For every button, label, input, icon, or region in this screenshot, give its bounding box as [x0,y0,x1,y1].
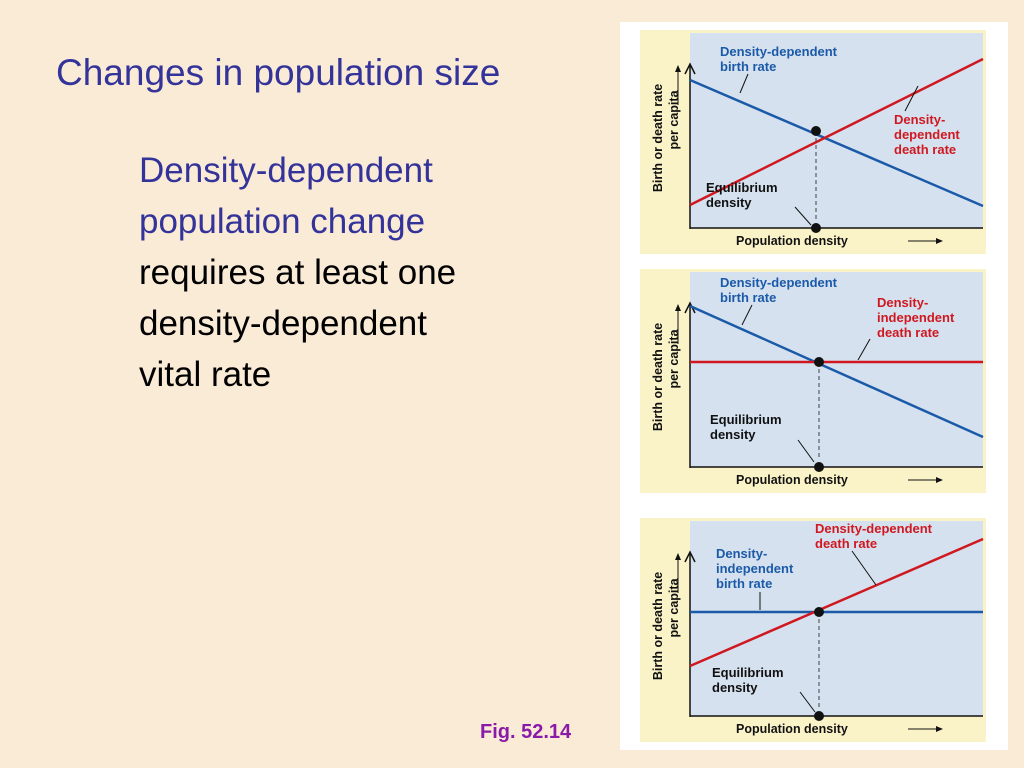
equilibrium-label-leader [797,439,815,463]
body-line: Density-dependent [139,151,433,190]
birth-rate-label: birth rate [720,290,776,305]
birth-label-leader [739,73,749,94]
birth-rate-label: Density-dependent [720,275,838,290]
x-label-arrow-head [936,238,943,244]
death-rate-label: Density-dependent [815,521,933,536]
y-label-arrow-head [675,304,681,311]
y-label-arrow-head [675,65,681,72]
graph-2-svg: Birth or death rate per capita Populatio… [640,269,986,493]
body-line: population change [139,202,426,241]
x-axis-label: Population density [736,473,848,487]
birth-rate-label: independent [716,561,794,576]
equilibrium-axis-marker [814,462,824,472]
equilibrium-label: Equilibrium [706,180,778,195]
body-line: density-dependent [139,304,427,343]
plot-area [690,521,983,716]
equilibrium-label: Equilibrium [710,412,782,427]
y-axis-label: per capita [667,89,681,149]
birth-rate-line [689,304,984,439]
figure-container: Birth or death rate per capita Populatio… [620,22,1008,750]
birth-rate-line [689,78,984,208]
equilibrium-label: density [710,427,756,442]
death-rate-label: death rate [877,325,939,340]
birth-rate-label: Density- [716,546,767,561]
y-axis-arrow [684,62,696,75]
death-rate-label: independent [877,310,955,325]
equilibrium-point [814,607,824,617]
death-rate-label: Density- [894,112,945,127]
equilibrium-axis-marker [814,711,824,721]
x-label-arrow-head [936,477,943,483]
x-label-arrow-head [936,726,943,732]
equilibrium-axis-marker [811,223,821,233]
graph-1-svg: Birth or death rate per capita Populatio… [640,30,986,254]
death-label-leader [904,85,919,112]
graph-3-svg: Birth or death rate per capita Populatio… [640,518,986,742]
y-axis-arrow [684,550,696,563]
y-axis-label: Birth or death rate [651,572,665,680]
death-rate-line [689,537,984,668]
body-line: vital rate [139,355,272,394]
equilibrium-label: density [712,680,758,695]
body-text: Density-dependent population change requ… [139,145,456,400]
birth-label-leader [741,304,753,326]
death-rate-label: death rate [815,536,877,551]
figure-caption: Fig. 52.14 [480,721,572,743]
death-rate-line [689,57,984,207]
y-axis-label: Birth or death rate [651,84,665,192]
plot-area [690,272,983,467]
body-line: requires at least one [139,253,457,292]
equilibrium-label-leader [799,691,816,713]
equilibrium-point [811,126,821,136]
death-rate-label: death rate [894,142,956,157]
slide-title: Changes in population size [56,52,501,93]
death-rate-label: Density- [877,295,928,310]
y-axis-label: per capita [667,328,681,388]
x-axis-label: Population density [736,722,848,736]
birth-rate-label: Density-dependent [720,44,838,59]
graph-panel-1: Birth or death rate per capita Populatio… [640,30,986,254]
y-axis-arrow [684,301,696,314]
death-rate-label: dependent [894,127,960,142]
y-label-arrow-head [675,553,681,560]
birth-rate-label: birth rate [720,59,776,74]
x-axis-label: Population density [736,234,848,248]
y-axis-label: Birth or death rate [651,323,665,431]
death-label-leader [857,338,871,361]
graph-panel-3: Birth or death rate per capita Populatio… [640,518,986,742]
birth-rate-label: birth rate [716,576,772,591]
equilibrium-point [814,357,824,367]
graph-panel-2: Birth or death rate per capita Populatio… [640,269,986,493]
equilibrium-label-leader [794,206,812,226]
plot-area [690,33,983,228]
death-label-leader [851,550,877,586]
y-axis-label: per capita [667,577,681,637]
equilibrium-label: Equilibrium [712,665,784,680]
equilibrium-label: density [706,195,752,210]
